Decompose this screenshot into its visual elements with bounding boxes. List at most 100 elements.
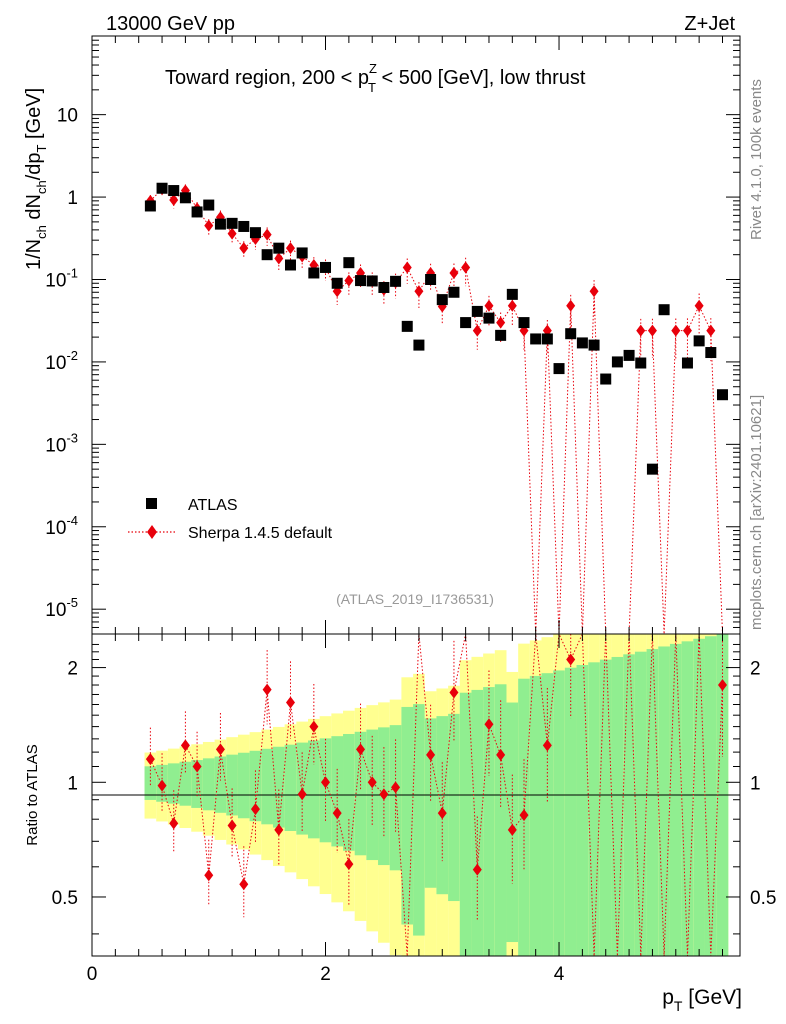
mcplots-label: mcplots.cern.ch [arXiv:2401.10621] (748, 395, 765, 630)
atlas-point (413, 339, 425, 351)
ratio-point (215, 743, 225, 756)
legend-marker-atlas (146, 498, 157, 509)
ratio-band-stat (144, 766, 157, 800)
ratio-band-stat (704, 636, 717, 956)
ratio-line (149, 632, 723, 957)
ratio-point (391, 781, 401, 794)
atlas-point (716, 389, 728, 401)
ratio-band-stat (599, 659, 612, 956)
atlas-point (588, 339, 600, 351)
ratio-point (379, 788, 389, 801)
ratio-band-stat (261, 748, 273, 825)
ratio-point (484, 718, 494, 731)
sherpa-point (344, 274, 354, 287)
sherpa-point (507, 299, 517, 312)
main-ylabel: 1/Nch dNch/dpT [GeV] (23, 88, 49, 270)
ratio-point (542, 739, 552, 752)
ratio-band-stat (553, 670, 565, 956)
ratio-point (356, 743, 366, 756)
ratio-y-tick-label: 2 (67, 659, 78, 680)
ratio-point (285, 696, 295, 709)
atlas-point (623, 349, 635, 361)
axis-ticks: 0 2 4 10-5 10-4 10-3 10-2 10-1 1 10 0.5 0.5 1 1 2 2 (45, 35, 776, 985)
main-frame (91, 35, 741, 635)
ratio-band-stat (494, 684, 507, 956)
ratio-band-stat (564, 667, 577, 956)
ratio-band-stat (413, 704, 425, 936)
atlas-point (238, 220, 250, 232)
y-tick-label: 10-4 (45, 513, 78, 539)
y-tick-label: 10-2 (45, 348, 78, 374)
ratio-point (204, 869, 214, 882)
sherpa-point (262, 228, 272, 241)
atlas-point (600, 373, 612, 385)
header-right: Z+Jet (684, 13, 735, 35)
sherpa-point (169, 194, 179, 207)
legend-label-atlas: ATLAS (188, 497, 238, 514)
ratio-point (169, 817, 179, 830)
ratio-band-stat (237, 752, 250, 819)
ratio-y-tick-label-right: 2 (750, 659, 761, 680)
atlas-point (378, 281, 390, 293)
atlas-point (203, 199, 215, 211)
atlas-point (705, 347, 717, 359)
atlas-point (308, 267, 320, 279)
sherpa-point (496, 316, 506, 329)
ratio-y-tick-label: 1 (67, 773, 78, 794)
sherpa-point (589, 285, 599, 298)
ratio-band-stat (471, 689, 484, 956)
sherpa-point (402, 261, 412, 274)
ratio-point (472, 863, 482, 876)
ratio-band-stat (658, 646, 670, 956)
sherpa-point (239, 242, 249, 255)
x-tick-label: 2 (320, 964, 331, 985)
ratio-band-stat (459, 692, 472, 956)
sherpa-point (682, 324, 692, 337)
sherpa-point (636, 324, 646, 337)
rivet-label: Rivet 4.1.0, 100k events (748, 79, 765, 240)
ratio-band-stat (669, 643, 682, 956)
ratio-band-stat (634, 651, 647, 956)
ratio-band-stat (191, 760, 203, 808)
atlas-point (541, 333, 553, 345)
atlas-point (553, 363, 565, 375)
ratio-band-stat (308, 740, 320, 839)
main-data-points (144, 182, 728, 635)
atlas-point (460, 317, 472, 329)
atlas-point (436, 294, 448, 306)
ratio-point (344, 858, 354, 871)
ratio-band-stat (588, 662, 600, 956)
y-tick-label: 10-5 (45, 595, 78, 621)
legend-label-sherpa: Sherpa 1.4.5 default (188, 525, 333, 542)
sherpa-line (150, 188, 723, 635)
atlas-point (576, 337, 588, 349)
legend-marker-sherpa (147, 525, 157, 539)
ratio-band-stat (354, 731, 367, 856)
ratio-band-stat (319, 738, 332, 843)
atlas-point (448, 286, 460, 298)
ratio-point (192, 760, 202, 773)
y-tick-label: 10-3 (45, 430, 78, 456)
x-tick-label: 4 (554, 964, 565, 985)
ratio-y-tick-label: 0.5 (52, 888, 78, 909)
ratio-band-stat (623, 654, 635, 956)
atlas-point (144, 200, 156, 212)
ratio-point (367, 776, 377, 789)
atlas-point (296, 247, 308, 259)
atlas-point (284, 259, 296, 271)
atlas-point (611, 356, 623, 368)
atlas-point (179, 192, 191, 204)
ratio-point (157, 779, 167, 792)
ratio-point (717, 679, 727, 692)
ratio-point (437, 807, 447, 820)
ratio-y-tick-label-right: 1 (750, 773, 761, 794)
atlas-point (191, 206, 203, 218)
ratio-band-stat (249, 750, 262, 822)
ratio-band-stat (179, 761, 192, 806)
atlas-point (273, 242, 285, 254)
sherpa-point (647, 324, 657, 337)
ratio-band-stat (646, 649, 659, 956)
atlas-point (635, 357, 647, 369)
ratio-band-stat (214, 756, 227, 813)
